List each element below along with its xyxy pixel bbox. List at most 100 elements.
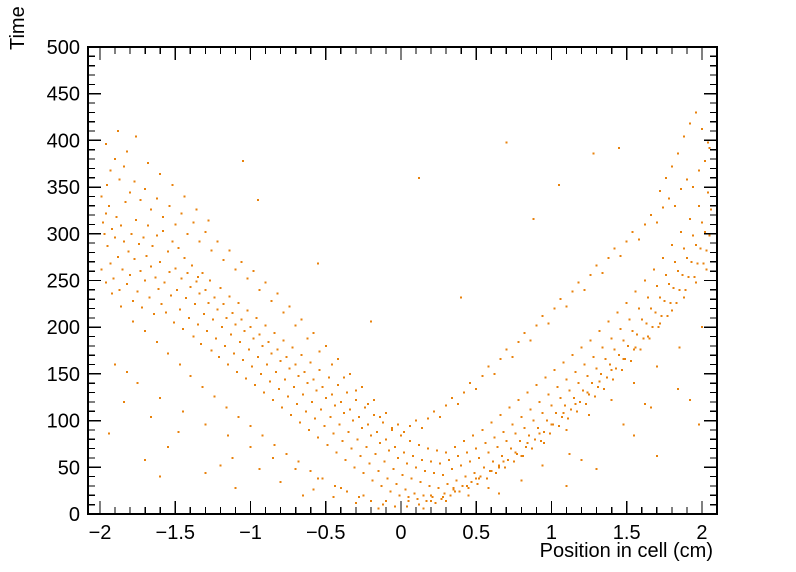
data-point <box>502 430 505 433</box>
data-point <box>697 169 700 172</box>
data-point <box>317 262 320 265</box>
data-point <box>428 485 431 487</box>
data-point <box>651 326 654 329</box>
data-point <box>237 301 240 304</box>
data-point <box>121 268 124 271</box>
data-point <box>574 371 577 373</box>
data-point <box>401 473 404 476</box>
data-point <box>174 223 177 226</box>
data-point <box>577 382 580 385</box>
data-point <box>461 485 464 487</box>
data-point <box>144 458 147 461</box>
data-point <box>384 412 387 415</box>
data-point <box>701 221 703 224</box>
data-point <box>708 146 711 149</box>
data-point <box>123 240 126 243</box>
data-point <box>589 273 592 276</box>
data-point <box>595 468 598 471</box>
data-point <box>573 397 575 400</box>
data-point <box>499 414 502 416</box>
data-point <box>181 410 184 413</box>
data-point <box>123 400 126 403</box>
y-tick-label: 50 <box>58 457 80 479</box>
data-point <box>701 128 703 131</box>
data-point <box>130 232 133 235</box>
data-point <box>562 361 565 364</box>
data-point <box>526 391 529 394</box>
data-point <box>132 300 135 302</box>
data-point <box>622 358 625 360</box>
data-point <box>156 197 159 200</box>
data-point <box>234 323 237 326</box>
data-point <box>618 354 621 357</box>
data-point <box>643 402 646 405</box>
data-point <box>249 425 252 428</box>
data-point <box>515 453 518 456</box>
data-point <box>445 499 448 502</box>
data-point <box>427 417 430 420</box>
data-point <box>300 354 303 357</box>
data-point <box>631 329 634 332</box>
data-point <box>487 365 490 368</box>
data-point <box>362 471 365 474</box>
data-point <box>380 485 383 487</box>
data-point <box>481 428 484 431</box>
data-point <box>236 371 238 373</box>
data-point <box>126 371 129 373</box>
data-point <box>649 307 652 310</box>
data-point <box>451 468 454 471</box>
data-point <box>505 348 508 351</box>
data-point <box>183 257 186 260</box>
data-point <box>199 343 202 345</box>
data-point <box>413 492 416 495</box>
data-point <box>360 427 363 430</box>
data-point <box>213 296 216 299</box>
data-point <box>533 438 536 441</box>
data-point <box>144 279 147 282</box>
data-point <box>565 378 568 381</box>
data-point <box>546 419 548 422</box>
data-point <box>362 494 365 497</box>
y-tick-label: 200 <box>47 317 80 339</box>
data-point <box>139 270 142 273</box>
data-point <box>186 232 189 235</box>
data-point <box>230 333 232 336</box>
data-point <box>234 268 237 271</box>
data-point <box>336 384 339 387</box>
data-point <box>282 311 285 314</box>
data-point <box>681 273 684 276</box>
data-point <box>469 382 472 385</box>
data-point <box>520 455 523 458</box>
data-point <box>145 255 148 258</box>
data-point <box>687 275 690 278</box>
data-point <box>345 490 348 493</box>
data-point <box>348 372 351 375</box>
data-point <box>163 281 166 284</box>
data-point <box>174 267 177 270</box>
data-point <box>583 363 586 366</box>
data-point <box>398 494 401 497</box>
data-point <box>497 492 500 495</box>
data-point <box>196 275 199 278</box>
data-point <box>378 415 381 418</box>
data-point <box>397 423 399 426</box>
data-point <box>418 443 421 446</box>
data-point <box>511 356 514 359</box>
data-point <box>691 234 694 237</box>
data-point <box>442 473 445 476</box>
data-point <box>541 412 544 415</box>
data-point <box>704 159 706 162</box>
data-point <box>120 305 123 308</box>
data-point <box>359 455 362 458</box>
data-point <box>691 186 694 189</box>
data-point <box>333 404 336 407</box>
data-point <box>219 464 222 467</box>
data-point <box>422 494 425 497</box>
data-point <box>368 462 371 465</box>
data-point <box>580 458 583 461</box>
data-point <box>192 335 195 338</box>
data-point <box>422 507 425 510</box>
data-point <box>631 230 634 233</box>
data-point <box>639 348 642 351</box>
data-point <box>682 247 685 250</box>
